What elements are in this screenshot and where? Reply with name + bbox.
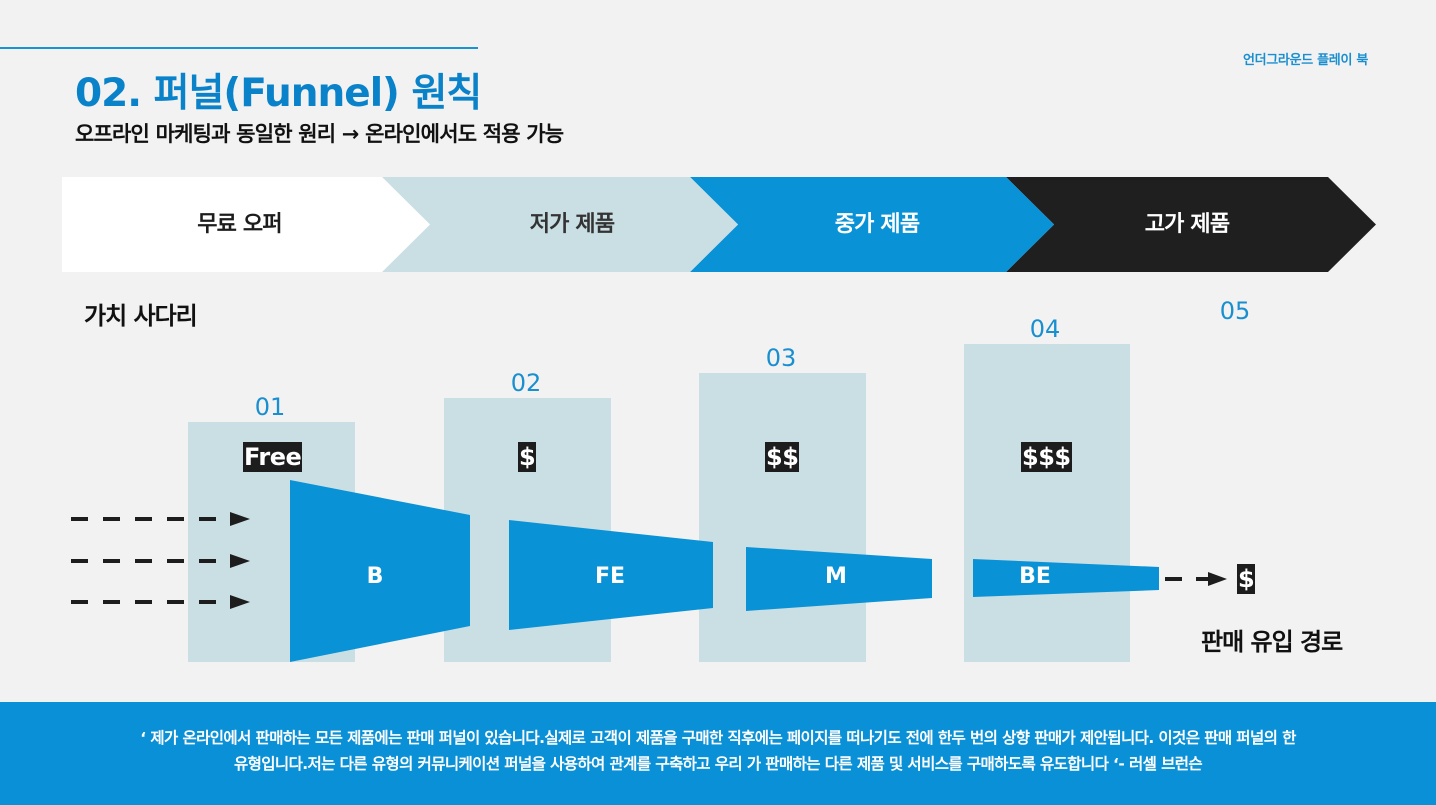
chevron-mid-price [690, 177, 1054, 272]
funnel-stage-m [746, 547, 932, 611]
footer-quote-banner [0, 702, 1436, 805]
stage-label-b: B [366, 564, 384, 589]
chevron-label-free-offer: 무료 오퍼 [197, 212, 282, 237]
product-tier-chevrons: 무료 오퍼 저가 제품 중가 제품 고가 제품 [62, 177, 1376, 272]
chevron-free-offer [62, 177, 430, 272]
chevron-low-price [382, 177, 738, 272]
step-number-02: 02 [510, 369, 542, 397]
sales-path-arrow-icon [1165, 572, 1227, 586]
footer-quote: ‘ 제가 온라인에서 판매하는 모든 제품에는 판매 퍼널이 있습니다.실제로 … [60, 725, 1376, 777]
step-number-05: 05 [1219, 297, 1251, 325]
chevron-label-mid-price: 중가 제품 [834, 212, 920, 237]
incoming-traffic-arrows [71, 517, 236, 604]
chevron-label-high-price: 고가 제품 [1144, 212, 1230, 237]
brand-label: 언더그라운드 플레이 북 [1242, 53, 1368, 68]
price-tag-free: Free [243, 442, 303, 472]
funnel-stage-b [290, 480, 470, 662]
step-number-04: 04 [1029, 315, 1061, 343]
page-subtitle: 오프라인 마케팅과 동일한 원리 → 온라인에서도 적용 가능 [75, 122, 564, 146]
chevron-label-low-price: 저가 제품 [529, 212, 615, 237]
price-tag-final: $ [1237, 564, 1256, 594]
chevron-high-price [1006, 177, 1376, 272]
stage-label-fe: FE [594, 564, 626, 589]
value-ladder-title: 가치 사다리 [84, 302, 198, 330]
quote-line-1: ‘ 제가 온라인에서 판매하는 모든 제품에는 판매 퍼널이 있습니다.실제로 … [140, 729, 1296, 747]
step-number-01: 01 [254, 393, 286, 421]
step-number-03: 03 [765, 344, 797, 372]
stage-label-m: M [825, 564, 847, 589]
ladder-column-04 [964, 344, 1130, 662]
price-tag-low: $ [518, 442, 537, 472]
stage-label-be: BE [1019, 564, 1051, 589]
funnel-stage-fe [509, 520, 713, 630]
header-accent-line [0, 47, 478, 49]
sales-path-label: 판매 유입 경로 [1201, 628, 1343, 656]
price-tag-mid: $$ [765, 442, 800, 472]
chevron-shapes [62, 177, 1376, 272]
page-title: 02. 퍼널(Funnel) 원칙 [75, 71, 482, 116]
arrow-head-icons [230, 512, 250, 609]
funnel-stage-be [973, 559, 1159, 597]
funnel-diagram [71, 480, 1227, 662]
quote-line-2: 유형입니다.저는 다른 유형의 커뮤니케이션 퍼널을 사용하여 관계를 구축하고… [233, 755, 1203, 773]
ladder-column-03 [699, 373, 866, 662]
price-tag-high: $$$ [1021, 442, 1072, 472]
